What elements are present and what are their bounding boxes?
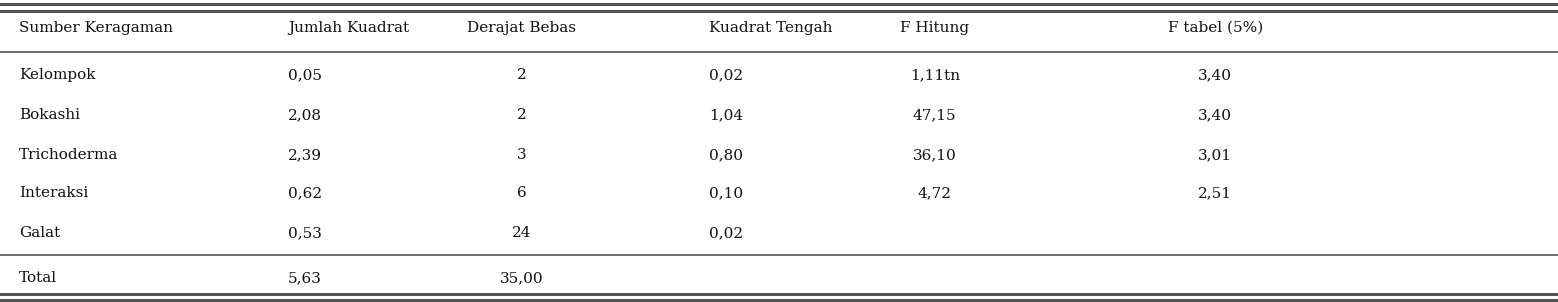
Text: 3,01: 3,01 xyxy=(1198,148,1232,162)
Text: F tabel (5%): F tabel (5%) xyxy=(1167,21,1264,35)
Text: 0,05: 0,05 xyxy=(288,68,323,82)
Text: 3,40: 3,40 xyxy=(1198,108,1232,122)
Text: F Hitung: F Hitung xyxy=(901,21,969,35)
Text: Derajat Bebas: Derajat Bebas xyxy=(467,21,576,35)
Text: Interaksi: Interaksi xyxy=(19,186,87,200)
Text: 3,40: 3,40 xyxy=(1198,68,1232,82)
Text: 5,63: 5,63 xyxy=(288,271,323,285)
Text: Total: Total xyxy=(19,271,56,285)
Text: Kelompok: Kelompok xyxy=(19,68,95,82)
Text: 3: 3 xyxy=(517,148,527,162)
Text: Trichoderma: Trichoderma xyxy=(19,148,118,162)
Text: Kuadrat Tengah: Kuadrat Tengah xyxy=(709,21,832,35)
Text: 24: 24 xyxy=(513,226,531,240)
Text: 0,80: 0,80 xyxy=(709,148,743,162)
Text: Sumber Keragaman: Sumber Keragaman xyxy=(19,21,173,35)
Text: 0,53: 0,53 xyxy=(288,226,323,240)
Text: 1,11tn: 1,11tn xyxy=(910,68,960,82)
Text: 35,00: 35,00 xyxy=(500,271,544,285)
Text: Jumlah Kuadrat: Jumlah Kuadrat xyxy=(288,21,410,35)
Text: 0,02: 0,02 xyxy=(709,68,743,82)
Text: 2,39: 2,39 xyxy=(288,148,323,162)
Text: 2,51: 2,51 xyxy=(1198,186,1232,200)
Text: 0,10: 0,10 xyxy=(709,186,743,200)
Text: 36,10: 36,10 xyxy=(913,148,957,162)
Text: 1,04: 1,04 xyxy=(709,108,743,122)
Text: 6: 6 xyxy=(517,186,527,200)
Text: 2: 2 xyxy=(517,68,527,82)
Text: 2,08: 2,08 xyxy=(288,108,323,122)
Text: 2: 2 xyxy=(517,108,527,122)
Text: 47,15: 47,15 xyxy=(913,108,957,122)
Text: 0,62: 0,62 xyxy=(288,186,323,200)
Text: Galat: Galat xyxy=(19,226,59,240)
Text: Bokashi: Bokashi xyxy=(19,108,79,122)
Text: 0,02: 0,02 xyxy=(709,226,743,240)
Text: 4,72: 4,72 xyxy=(918,186,952,200)
